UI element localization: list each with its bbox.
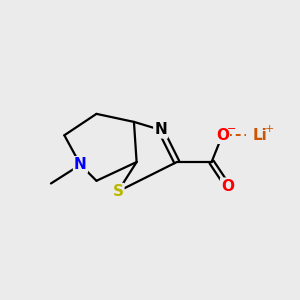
Text: N: N xyxy=(154,122,167,137)
Text: +: + xyxy=(264,124,274,134)
Text: −: − xyxy=(227,124,236,134)
Text: Li: Li xyxy=(253,128,268,143)
Text: O: O xyxy=(216,128,229,143)
Text: N: N xyxy=(74,157,87,172)
Text: O: O xyxy=(221,178,234,194)
Text: S: S xyxy=(112,184,123,199)
